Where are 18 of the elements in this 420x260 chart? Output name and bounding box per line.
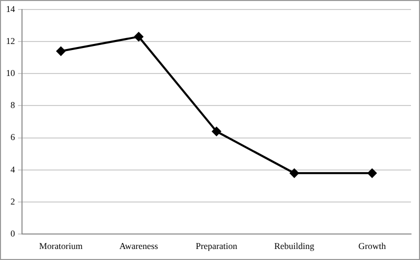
- y-tick-label: 4: [10, 164, 16, 174]
- point: [56, 46, 66, 56]
- x-tick-label: Awareness: [119, 240, 159, 251]
- x-tick-label: Rebuilding: [274, 240, 315, 251]
- y-tick-label: 8: [10, 100, 16, 110]
- point: [368, 168, 377, 178]
- x-tick-label: Preparation: [196, 240, 238, 251]
- y-tick-label: 2: [10, 196, 15, 206]
- x-tick-label: Moratorium: [39, 240, 83, 251]
- y-tick-label: 6: [10, 132, 16, 142]
- point: [212, 126, 221, 136]
- x-tick-label: Growth: [358, 240, 386, 251]
- y-tick-label: 14: [6, 4, 16, 14]
- y-tick-label: 10: [6, 68, 16, 78]
- y-tick-label: 0: [10, 228, 16, 239]
- y-tick-label: 12: [6, 36, 15, 46]
- point: [290, 168, 299, 178]
- point: [134, 32, 144, 42]
